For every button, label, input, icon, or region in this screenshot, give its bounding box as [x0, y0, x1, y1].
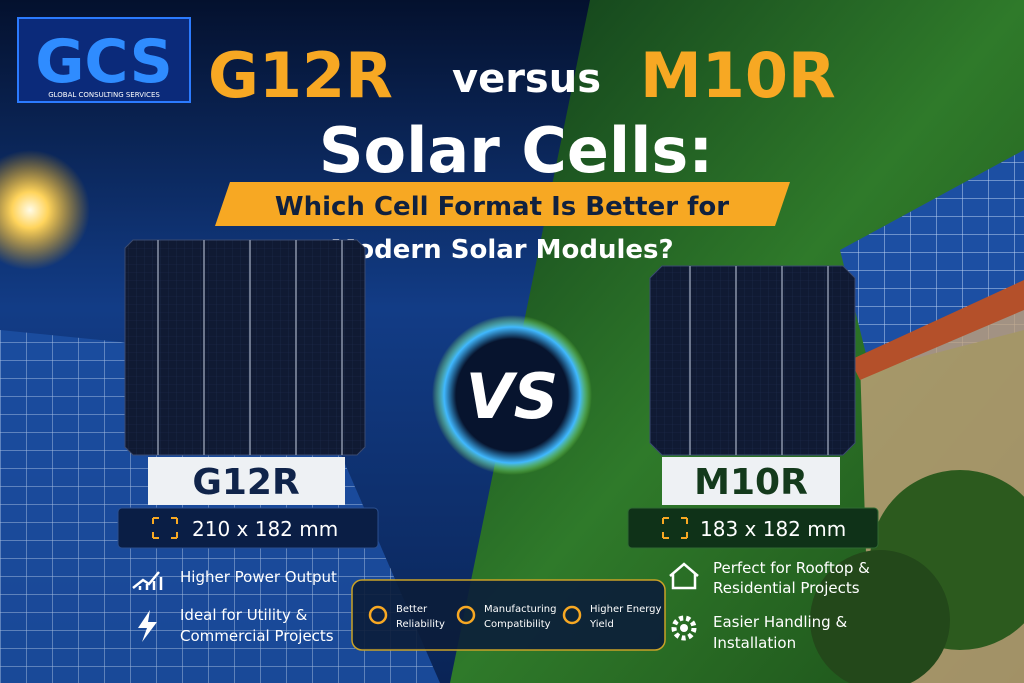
feature: Higher Power Output [180, 568, 337, 586]
benefit: Reliability [396, 619, 445, 630]
icon [680, 624, 688, 632]
icon [132, 571, 163, 590]
size-icon [152, 517, 178, 539]
shared-box [351, 579, 666, 651]
logo-box [17, 17, 191, 103]
vs-badge [432, 315, 592, 475]
size-box [117, 507, 379, 549]
feature: Perfect for Rooftop & [713, 559, 870, 577]
benefit: Better [396, 604, 428, 615]
benefit: Higher Energy [590, 604, 662, 615]
size-box [627, 507, 879, 549]
m10r-cell [649, 265, 856, 456]
right-size: 183 x 182 mm [700, 517, 846, 541]
feature: Residential Projects [713, 579, 860, 597]
subtitle-banner [215, 182, 790, 226]
vs-text: VS [466, 360, 559, 433]
subtitle: Which Cell Format Is Better for [275, 192, 729, 222]
left-name: G12R [192, 462, 299, 503]
shared-benefits: Better Reliability Manufacturing Compatibil… [368, 604, 662, 630]
feature: Ideal for Utility & [180, 606, 308, 624]
benefit: Compatibility [484, 619, 551, 630]
name-box [148, 457, 345, 505]
feature: Installation [713, 634, 796, 652]
icon [456, 605, 476, 625]
feature: Easier Handling & [713, 613, 847, 631]
icon [671, 615, 697, 641]
icon [138, 610, 157, 642]
logo-mark: GCS [35, 27, 173, 97]
right-name: M10R [694, 462, 808, 503]
icon [368, 605, 388, 625]
left-size: 210 x 182 mm [192, 517, 338, 541]
title-right: M10R [640, 39, 836, 112]
subtitle: Modern Solar Modules? [330, 235, 673, 265]
icon [669, 562, 699, 590]
icon [562, 605, 582, 625]
title-middle: versus [452, 56, 601, 102]
benefit: Manufacturing [484, 604, 556, 615]
name-box [662, 457, 840, 505]
title-left: G12R [208, 39, 393, 112]
feature: Commercial Projects [180, 627, 334, 645]
title-line2: Solar Cells: [319, 114, 713, 187]
benefit: Yield [589, 619, 614, 630]
logo-caption: GLOBAL CONSULTING SERVICES [48, 91, 160, 99]
size-icon [662, 517, 688, 539]
g12r-cell [124, 239, 366, 456]
